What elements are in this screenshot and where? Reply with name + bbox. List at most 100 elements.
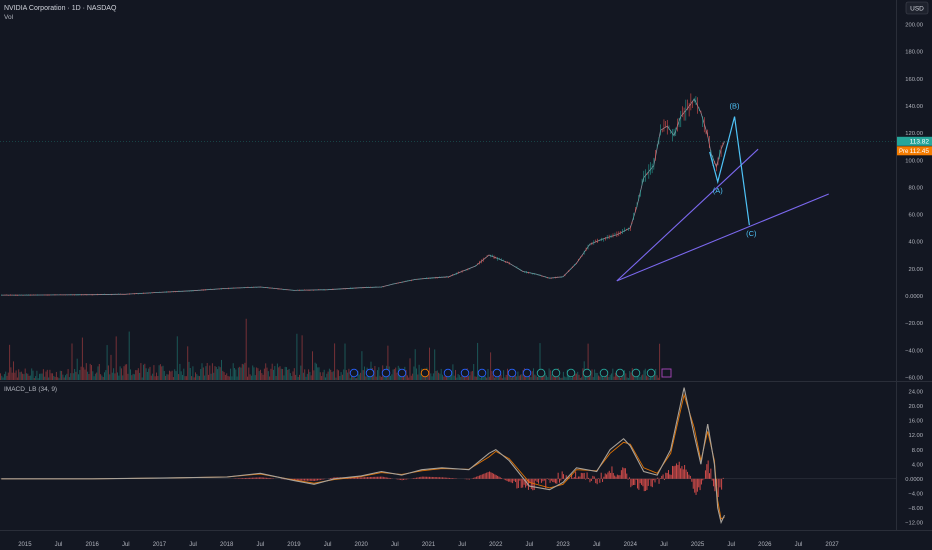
histogram-bar bbox=[388, 477, 390, 479]
volume-bar bbox=[219, 367, 221, 380]
volume-bar bbox=[62, 374, 64, 380]
volume-bar bbox=[249, 374, 251, 380]
volume-bar bbox=[288, 369, 290, 380]
histogram-bar bbox=[689, 475, 691, 479]
indicator-axis[interactable]: 24.00 20.00 16.00 12.00 8.00 4.00 0.0000 −4.00 −… bbox=[905, 389, 923, 526]
event-marker[interactable] bbox=[349, 368, 359, 378]
volume-bar bbox=[53, 375, 55, 380]
histogram-bar bbox=[540, 478, 542, 483]
event-marker[interactable] bbox=[522, 368, 532, 378]
wave-label[interactable]: (A) bbox=[713, 186, 724, 195]
histogram-bar bbox=[529, 478, 531, 484]
volume-bar bbox=[9, 344, 11, 380]
volume-bar bbox=[271, 363, 273, 380]
event-markers[interactable] bbox=[349, 368, 672, 378]
event-marker[interactable] bbox=[443, 368, 453, 378]
volume-bar bbox=[317, 367, 319, 380]
volume-bar bbox=[37, 378, 39, 380]
event-marker[interactable] bbox=[381, 368, 391, 378]
wave-label[interactable]: (B) bbox=[730, 102, 741, 111]
volume-bar bbox=[562, 371, 564, 380]
volume-bar bbox=[106, 345, 108, 380]
volume-bar bbox=[331, 372, 333, 380]
volume-bar bbox=[319, 372, 321, 380]
volume-legend[interactable]: Vol bbox=[4, 14, 14, 21]
histogram-bar bbox=[691, 478, 693, 482]
event-marker-circle bbox=[582, 368, 592, 378]
abc-wave-path[interactable] bbox=[709, 116, 750, 226]
volume-bar bbox=[544, 372, 546, 380]
event-marker[interactable] bbox=[477, 368, 487, 378]
volume-bar bbox=[167, 374, 169, 380]
price-tick-label: 60.00 bbox=[908, 213, 923, 219]
volume-bar bbox=[223, 372, 225, 380]
volume-bar bbox=[144, 363, 146, 380]
volume-bar bbox=[348, 368, 350, 380]
volume-bar bbox=[76, 358, 78, 380]
histogram-bar bbox=[449, 477, 451, 479]
upcoming-earnings-marker[interactable] bbox=[661, 368, 672, 378]
time-axis[interactable]: 2015 Jul 2016 Jul 2017 Jul 2018 Jul 2019 Jul 2020 J… bbox=[18, 542, 839, 548]
histogram-bar bbox=[250, 477, 252, 479]
volume-bar bbox=[163, 371, 165, 380]
volume-bar bbox=[41, 373, 43, 380]
histogram-bar bbox=[663, 478, 665, 481]
event-marker[interactable] bbox=[492, 368, 502, 378]
volume-bar bbox=[614, 372, 616, 380]
volume-bar bbox=[244, 362, 246, 380]
volume-bar bbox=[221, 359, 222, 380]
histogram-bar bbox=[309, 478, 311, 481]
volume-bar bbox=[564, 376, 566, 380]
event-marker[interactable] bbox=[646, 368, 656, 378]
volume-bar bbox=[91, 365, 92, 380]
indicator-legend[interactable]: IMACD_LB (34, 9) bbox=[4, 386, 57, 393]
wave-drawing[interactable]: (A) (B) (C) bbox=[709, 102, 757, 239]
premarket-price-tag[interactable]: Pre 112.45 bbox=[897, 146, 932, 156]
last-price-tag[interactable]: 113.82 bbox=[897, 136, 932, 146]
volume-bar bbox=[596, 372, 598, 380]
time-tick-label: 2025 bbox=[691, 542, 705, 548]
histogram-bar bbox=[468, 478, 470, 480]
event-marker[interactable] bbox=[536, 368, 546, 378]
event-marker[interactable] bbox=[460, 368, 470, 378]
symbol-title[interactable]: NVIDIA Corporation · 1D · NASDAQ bbox=[4, 5, 117, 12]
event-marker[interactable] bbox=[582, 368, 592, 378]
wave-label[interactable]: (C) bbox=[746, 229, 757, 238]
volume-bar bbox=[360, 372, 362, 380]
volume-bar bbox=[104, 372, 105, 380]
event-marker[interactable] bbox=[507, 368, 517, 378]
histogram-bar bbox=[302, 478, 304, 481]
event-marker[interactable] bbox=[397, 368, 407, 378]
volume-bar bbox=[257, 368, 259, 380]
currency-button[interactable]: USD bbox=[905, 1, 929, 15]
volume-bar bbox=[356, 378, 358, 380]
volume-bar bbox=[659, 343, 661, 380]
trendline[interactable] bbox=[616, 148, 759, 282]
event-marker[interactable] bbox=[631, 368, 641, 378]
volume-bar bbox=[429, 347, 430, 380]
volume-bar bbox=[306, 373, 308, 380]
histogram-bar bbox=[264, 477, 266, 479]
volume-bar bbox=[609, 374, 611, 380]
event-marker[interactable] bbox=[599, 368, 609, 378]
volume-bar bbox=[556, 377, 558, 380]
trendline[interactable] bbox=[616, 193, 829, 282]
volume-bar bbox=[322, 372, 324, 380]
histogram-bar bbox=[665, 472, 667, 479]
histogram-bar bbox=[489, 471, 491, 479]
volume-bar bbox=[63, 377, 65, 380]
event-marker[interactable] bbox=[615, 368, 625, 378]
histogram-bar bbox=[311, 478, 313, 481]
price-axis[interactable]: 200.00 180.00 160.00 140.00 120.00 100.00 80.0… bbox=[905, 22, 923, 381]
event-marker[interactable] bbox=[420, 368, 430, 378]
volume-bar bbox=[52, 373, 53, 380]
histogram-bar bbox=[447, 477, 449, 479]
trendlines[interactable] bbox=[616, 148, 829, 282]
volume-bar bbox=[49, 369, 51, 380]
histogram-bar bbox=[592, 475, 594, 479]
event-marker[interactable] bbox=[551, 368, 561, 378]
event-marker[interactable] bbox=[365, 368, 375, 378]
event-marker[interactable] bbox=[566, 368, 576, 378]
volume-bar bbox=[592, 377, 594, 380]
